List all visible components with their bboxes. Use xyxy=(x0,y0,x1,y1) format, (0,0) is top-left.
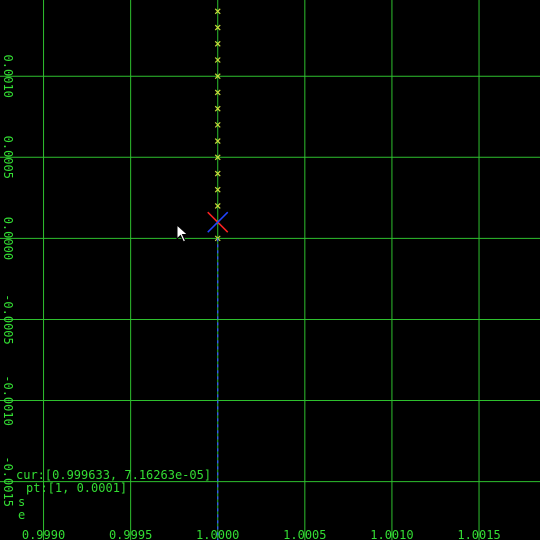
selected-point[interactable] xyxy=(207,211,229,233)
mouse-pointer-icon xyxy=(176,224,189,243)
data-point-marker xyxy=(214,186,221,193)
series xyxy=(214,8,221,540)
y-tick-label: 0.0000 xyxy=(1,217,15,260)
data-point-marker xyxy=(214,24,221,31)
y-tick-label: -0.0005 xyxy=(1,294,15,345)
data-point-marker xyxy=(214,8,221,15)
data-point-marker xyxy=(214,105,221,112)
x-tick-label: 1.0005 xyxy=(283,528,326,540)
y-tick-label: 0.0005 xyxy=(1,136,15,179)
x-tick-label: 1.0010 xyxy=(370,528,413,540)
x-axis-ticks: 0.9990 0.9995 1.0000 1.0005 1.0010 1.0015 xyxy=(22,528,501,540)
cursor-readout: cur:[0.999633, 7.16263e-05] xyxy=(16,468,212,482)
selected-point-stroke-b xyxy=(207,211,229,233)
data-point-marker xyxy=(214,73,221,80)
point-readout: pt:[1, 0.0001] xyxy=(26,481,128,495)
x-tick-label: 0.9995 xyxy=(109,528,152,540)
key-hint-s: s xyxy=(18,495,26,509)
y-tick-label: 0.0010 xyxy=(1,55,15,98)
data-point-marker xyxy=(214,89,221,96)
key-hint-e: e xyxy=(18,508,26,522)
y-tick-label: -0.0015 xyxy=(1,456,15,507)
data-point-marker xyxy=(214,203,221,209)
data-point-marker xyxy=(214,138,221,145)
data-point-marker xyxy=(214,57,221,63)
x-tick-label: 0.9990 xyxy=(22,528,65,540)
x-tick-label: 1.0015 xyxy=(457,528,500,540)
data-point-marker xyxy=(214,121,221,128)
y-axis-ticks: 0.0010 0.0005 0.0000 -0.0005 -0.0010 -0.0015 xyxy=(1,55,15,507)
data-point-marker xyxy=(214,154,221,161)
y-tick-label: -0.0010 xyxy=(1,375,15,426)
data-point-marker xyxy=(214,170,221,177)
data-point-marker xyxy=(214,40,221,47)
